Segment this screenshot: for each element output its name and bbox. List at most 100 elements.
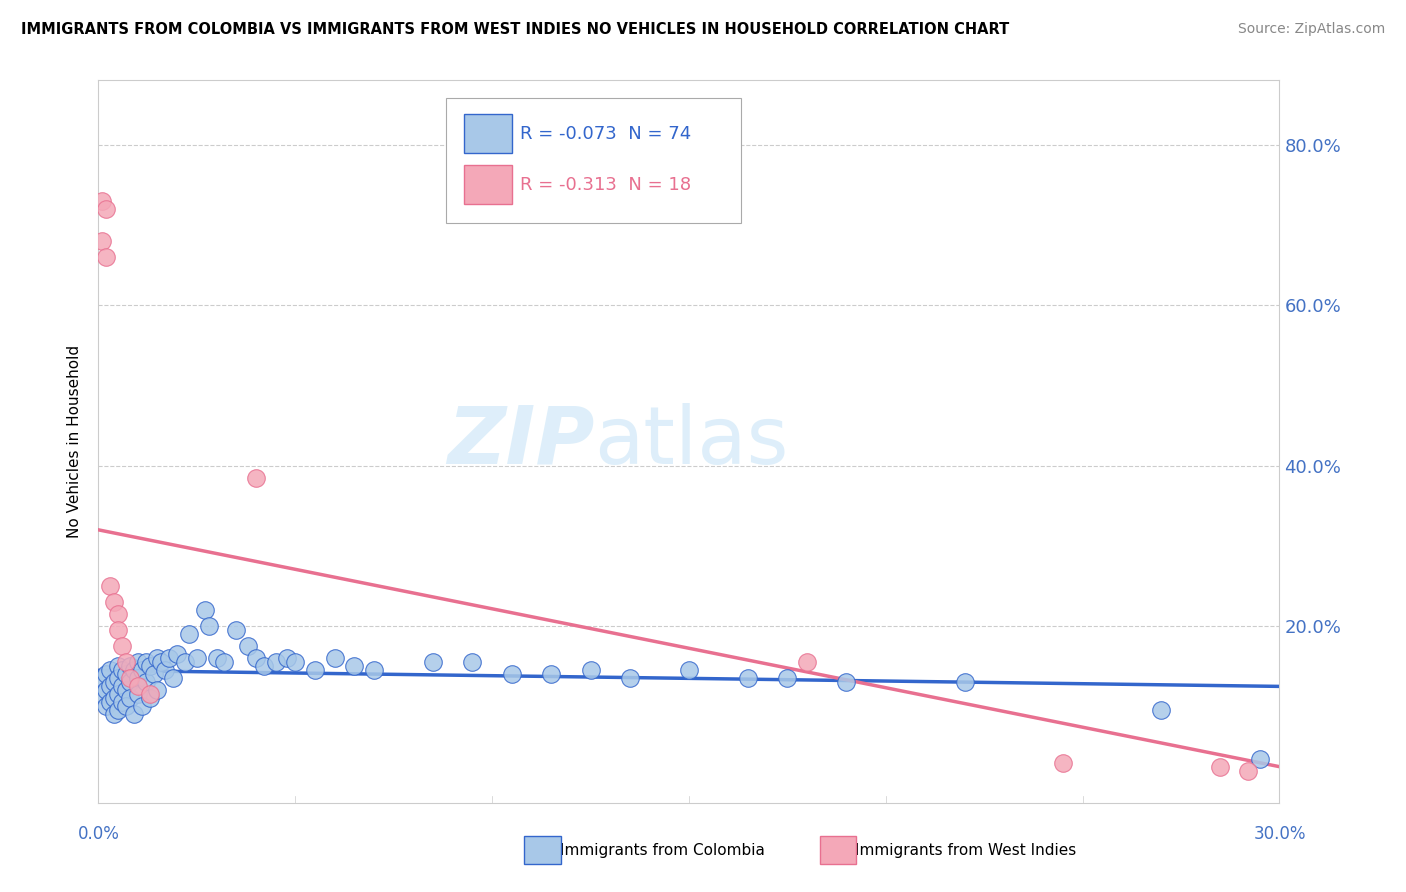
Point [118, 671, 141, 685]
Point [1209, 760, 1232, 774]
Point [1237, 764, 1260, 778]
Point [103, 691, 125, 706]
Point [146, 683, 169, 698]
Text: Source: ZipAtlas.com: Source: ZipAtlas.com [1237, 22, 1385, 37]
Point [135, 675, 157, 690]
Point [796, 655, 818, 669]
Point [138, 659, 160, 673]
Point [501, 667, 523, 681]
Point [96, 667, 118, 681]
Point [118, 675, 141, 690]
Point [264, 655, 287, 669]
Point [118, 691, 141, 706]
Point [98, 696, 121, 710]
Point [111, 696, 134, 710]
Point [304, 664, 326, 678]
Point [107, 703, 129, 717]
Point [363, 664, 385, 678]
Text: Immigrants from Colombia: Immigrants from Colombia [560, 843, 765, 857]
Point [540, 667, 562, 681]
Point [111, 680, 134, 694]
Point [103, 707, 125, 722]
Point [162, 671, 184, 685]
Point [142, 667, 165, 681]
Point [953, 675, 976, 690]
Point [91, 194, 114, 208]
Point [214, 655, 236, 669]
Point [146, 651, 169, 665]
Point [323, 651, 346, 665]
Text: R = -0.073  N = 74: R = -0.073 N = 74 [520, 125, 692, 143]
Point [135, 655, 157, 669]
Point [107, 659, 129, 673]
Point [835, 675, 858, 690]
Point [91, 234, 114, 248]
Point [1249, 751, 1271, 765]
Point [1150, 703, 1173, 717]
Point [127, 680, 149, 694]
Point [103, 675, 125, 690]
Point [186, 651, 208, 665]
Point [1052, 756, 1074, 770]
Point [107, 607, 129, 621]
Text: Immigrants from West Indies: Immigrants from West Indies [855, 843, 1076, 857]
Text: atlas: atlas [595, 402, 789, 481]
Point [96, 250, 118, 264]
Text: 30.0%: 30.0% [1253, 825, 1306, 843]
Point [96, 699, 118, 714]
Point [245, 470, 267, 484]
Point [91, 687, 114, 701]
Point [115, 699, 138, 714]
Point [115, 683, 138, 698]
Point [98, 680, 121, 694]
Point [118, 659, 141, 673]
Point [197, 619, 219, 633]
Point [131, 699, 153, 714]
Point [96, 683, 118, 698]
Point [343, 659, 366, 673]
Point [236, 639, 259, 653]
Text: ZIP: ZIP [447, 402, 595, 481]
Point [122, 707, 145, 722]
Text: R = -0.313  N = 18: R = -0.313 N = 18 [520, 176, 692, 194]
Y-axis label: No Vehicles in Household: No Vehicles in Household [67, 345, 83, 538]
Text: IMMIGRANTS FROM COLOMBIA VS IMMIGRANTS FROM WEST INDIES NO VEHICLES IN HOUSEHOLD: IMMIGRANTS FROM COLOMBIA VS IMMIGRANTS F… [21, 22, 1010, 37]
Point [107, 623, 129, 637]
Point [678, 664, 700, 678]
Point [177, 627, 200, 641]
Point [138, 687, 160, 701]
Point [115, 667, 138, 681]
Point [737, 671, 759, 685]
Point [245, 651, 267, 665]
Point [619, 671, 641, 685]
Point [166, 648, 188, 662]
Text: 0.0%: 0.0% [77, 825, 120, 843]
Point [122, 664, 145, 678]
Point [111, 639, 134, 653]
Point [776, 671, 799, 685]
Point [98, 579, 121, 593]
Point [127, 671, 149, 685]
Point [107, 687, 129, 701]
Point [253, 659, 276, 673]
Point [127, 655, 149, 669]
Point [103, 595, 125, 609]
Point [461, 655, 484, 669]
Point [579, 664, 602, 678]
Point [194, 603, 217, 617]
Point [150, 655, 173, 669]
Point [174, 655, 197, 669]
Point [155, 664, 177, 678]
Point [107, 671, 129, 685]
Point [138, 691, 160, 706]
Point [276, 651, 298, 665]
Point [98, 664, 121, 678]
Point [96, 202, 118, 216]
Point [205, 651, 228, 665]
Point [127, 687, 149, 701]
Point [111, 664, 134, 678]
Point [91, 671, 114, 685]
Point [284, 655, 307, 669]
Point [225, 623, 247, 637]
Point [157, 651, 180, 665]
